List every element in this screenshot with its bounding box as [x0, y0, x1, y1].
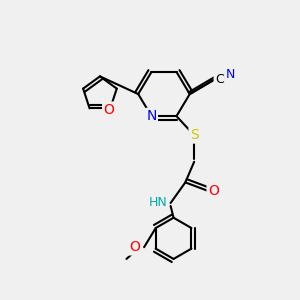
Text: C: C — [215, 73, 224, 86]
Text: O: O — [129, 240, 140, 254]
Text: N: N — [146, 109, 157, 123]
Text: O: O — [208, 184, 219, 198]
Text: HN: HN — [149, 196, 168, 209]
Text: S: S — [190, 128, 199, 142]
Text: N: N — [225, 68, 235, 80]
Text: O: O — [103, 103, 114, 117]
